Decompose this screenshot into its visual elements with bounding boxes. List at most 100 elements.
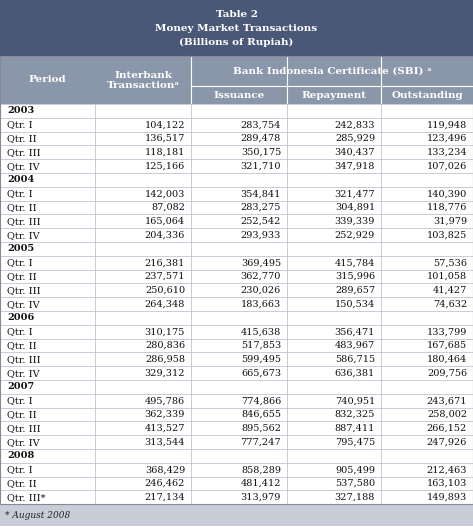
Bar bbox=[0, 256, 473, 270]
Text: 74,632: 74,632 bbox=[433, 300, 467, 309]
Text: 347,918: 347,918 bbox=[334, 162, 375, 171]
Text: 118,776: 118,776 bbox=[427, 203, 467, 212]
Text: 285,929: 285,929 bbox=[335, 134, 375, 143]
Text: Outstanding: Outstanding bbox=[391, 91, 463, 100]
Text: 133,799: 133,799 bbox=[427, 327, 467, 336]
Text: 887,411: 887,411 bbox=[334, 424, 375, 433]
Text: Qtr. I: Qtr. I bbox=[7, 120, 33, 129]
Text: * August 2008: * August 2008 bbox=[5, 511, 70, 520]
Text: 125,166: 125,166 bbox=[145, 162, 185, 171]
Text: 247,926: 247,926 bbox=[427, 437, 467, 446]
Bar bbox=[287, 86, 381, 104]
Text: 217,134: 217,134 bbox=[144, 493, 185, 502]
Text: 246,462: 246,462 bbox=[145, 479, 185, 488]
Text: 204,336: 204,336 bbox=[145, 231, 185, 240]
Text: Qtr. III: Qtr. III bbox=[7, 424, 41, 433]
Text: (Billions of Rupiah): (Billions of Rupiah) bbox=[179, 38, 294, 47]
Text: 41,427: 41,427 bbox=[433, 286, 467, 295]
Bar bbox=[0, 228, 473, 242]
Text: 103,825: 103,825 bbox=[427, 231, 467, 240]
Bar bbox=[0, 284, 473, 297]
Text: 237,571: 237,571 bbox=[144, 272, 185, 281]
Text: Qtr. II: Qtr. II bbox=[7, 410, 36, 419]
Text: 774,866: 774,866 bbox=[241, 396, 281, 405]
Text: Qtr. IV: Qtr. IV bbox=[7, 300, 40, 309]
Text: 895,562: 895,562 bbox=[241, 424, 281, 433]
Text: 118,181: 118,181 bbox=[145, 148, 185, 157]
Bar bbox=[0, 407, 473, 422]
Text: 101,058: 101,058 bbox=[427, 272, 467, 281]
Text: Qtr. II: Qtr. II bbox=[7, 203, 36, 212]
Text: Issuance: Issuance bbox=[213, 91, 264, 100]
Text: 242,833: 242,833 bbox=[334, 120, 375, 129]
Text: Transactionᵃ: Transactionᵃ bbox=[106, 81, 180, 90]
Text: 795,475: 795,475 bbox=[335, 437, 375, 446]
Text: 283,754: 283,754 bbox=[241, 120, 281, 129]
Text: 264,348: 264,348 bbox=[145, 300, 185, 309]
Text: 2006: 2006 bbox=[7, 314, 34, 323]
Text: 304,891: 304,891 bbox=[335, 203, 375, 212]
Text: 252,929: 252,929 bbox=[335, 231, 375, 240]
Text: 283,275: 283,275 bbox=[241, 203, 281, 212]
Bar bbox=[0, 118, 473, 132]
Text: 321,477: 321,477 bbox=[334, 189, 375, 198]
Text: 133,234: 133,234 bbox=[426, 148, 467, 157]
Text: 2007: 2007 bbox=[7, 383, 34, 392]
Text: 356,471: 356,471 bbox=[334, 327, 375, 336]
Text: 832,325: 832,325 bbox=[334, 410, 375, 419]
Text: 87,082: 87,082 bbox=[151, 203, 185, 212]
Bar bbox=[0, 270, 473, 284]
Bar bbox=[0, 435, 473, 449]
Text: 104,122: 104,122 bbox=[144, 120, 185, 129]
Text: 329,312: 329,312 bbox=[144, 368, 185, 378]
Text: 537,580: 537,580 bbox=[335, 479, 375, 488]
Text: 258,002: 258,002 bbox=[427, 410, 467, 419]
Text: 740,951: 740,951 bbox=[335, 396, 375, 405]
Text: Qtr. I: Qtr. I bbox=[7, 189, 33, 198]
Text: Qtr. III*: Qtr. III* bbox=[7, 493, 45, 502]
Text: 266,152: 266,152 bbox=[427, 424, 467, 433]
Text: 212,463: 212,463 bbox=[427, 465, 467, 474]
Text: 636,381: 636,381 bbox=[335, 368, 375, 378]
Bar bbox=[0, 311, 473, 325]
Text: 415,638: 415,638 bbox=[241, 327, 281, 336]
Bar bbox=[0, 449, 473, 463]
Text: 107,026: 107,026 bbox=[427, 162, 467, 171]
Text: Qtr. IV: Qtr. IV bbox=[7, 368, 40, 378]
Text: 362,339: 362,339 bbox=[145, 410, 185, 419]
Bar bbox=[191, 56, 473, 86]
Text: 321,710: 321,710 bbox=[240, 162, 281, 171]
Text: 354,841: 354,841 bbox=[241, 189, 281, 198]
Bar bbox=[0, 476, 473, 491]
Text: 163,103: 163,103 bbox=[427, 479, 467, 488]
Text: 209,756: 209,756 bbox=[427, 368, 467, 378]
Bar bbox=[0, 132, 473, 145]
Bar bbox=[0, 104, 473, 118]
Text: 858,289: 858,289 bbox=[241, 465, 281, 474]
Text: 180,464: 180,464 bbox=[427, 355, 467, 364]
Text: Qtr. IV: Qtr. IV bbox=[7, 437, 40, 446]
Text: Table 2: Table 2 bbox=[216, 10, 257, 19]
Text: Interbank: Interbank bbox=[114, 71, 172, 80]
Text: 415,784: 415,784 bbox=[334, 258, 375, 267]
Bar bbox=[0, 201, 473, 214]
Bar bbox=[0, 159, 473, 173]
Text: 2005: 2005 bbox=[7, 245, 34, 253]
Bar bbox=[0, 242, 473, 256]
Bar bbox=[381, 86, 473, 104]
Text: 31,979: 31,979 bbox=[433, 217, 467, 226]
Text: Qtr. III: Qtr. III bbox=[7, 286, 41, 295]
Text: 368,429: 368,429 bbox=[145, 465, 185, 474]
Text: 230,026: 230,026 bbox=[241, 286, 281, 295]
Bar bbox=[0, 325, 473, 339]
Text: 413,527: 413,527 bbox=[144, 424, 185, 433]
Text: 140,390: 140,390 bbox=[427, 189, 467, 198]
Bar bbox=[191, 86, 287, 104]
Text: Qtr. IV: Qtr. IV bbox=[7, 162, 40, 171]
Bar bbox=[0, 491, 473, 504]
Text: 905,499: 905,499 bbox=[335, 465, 375, 474]
Text: 313,544: 313,544 bbox=[144, 437, 185, 446]
Text: 2004: 2004 bbox=[7, 175, 34, 184]
Bar bbox=[0, 339, 473, 353]
Text: Qtr. II: Qtr. II bbox=[7, 479, 36, 488]
